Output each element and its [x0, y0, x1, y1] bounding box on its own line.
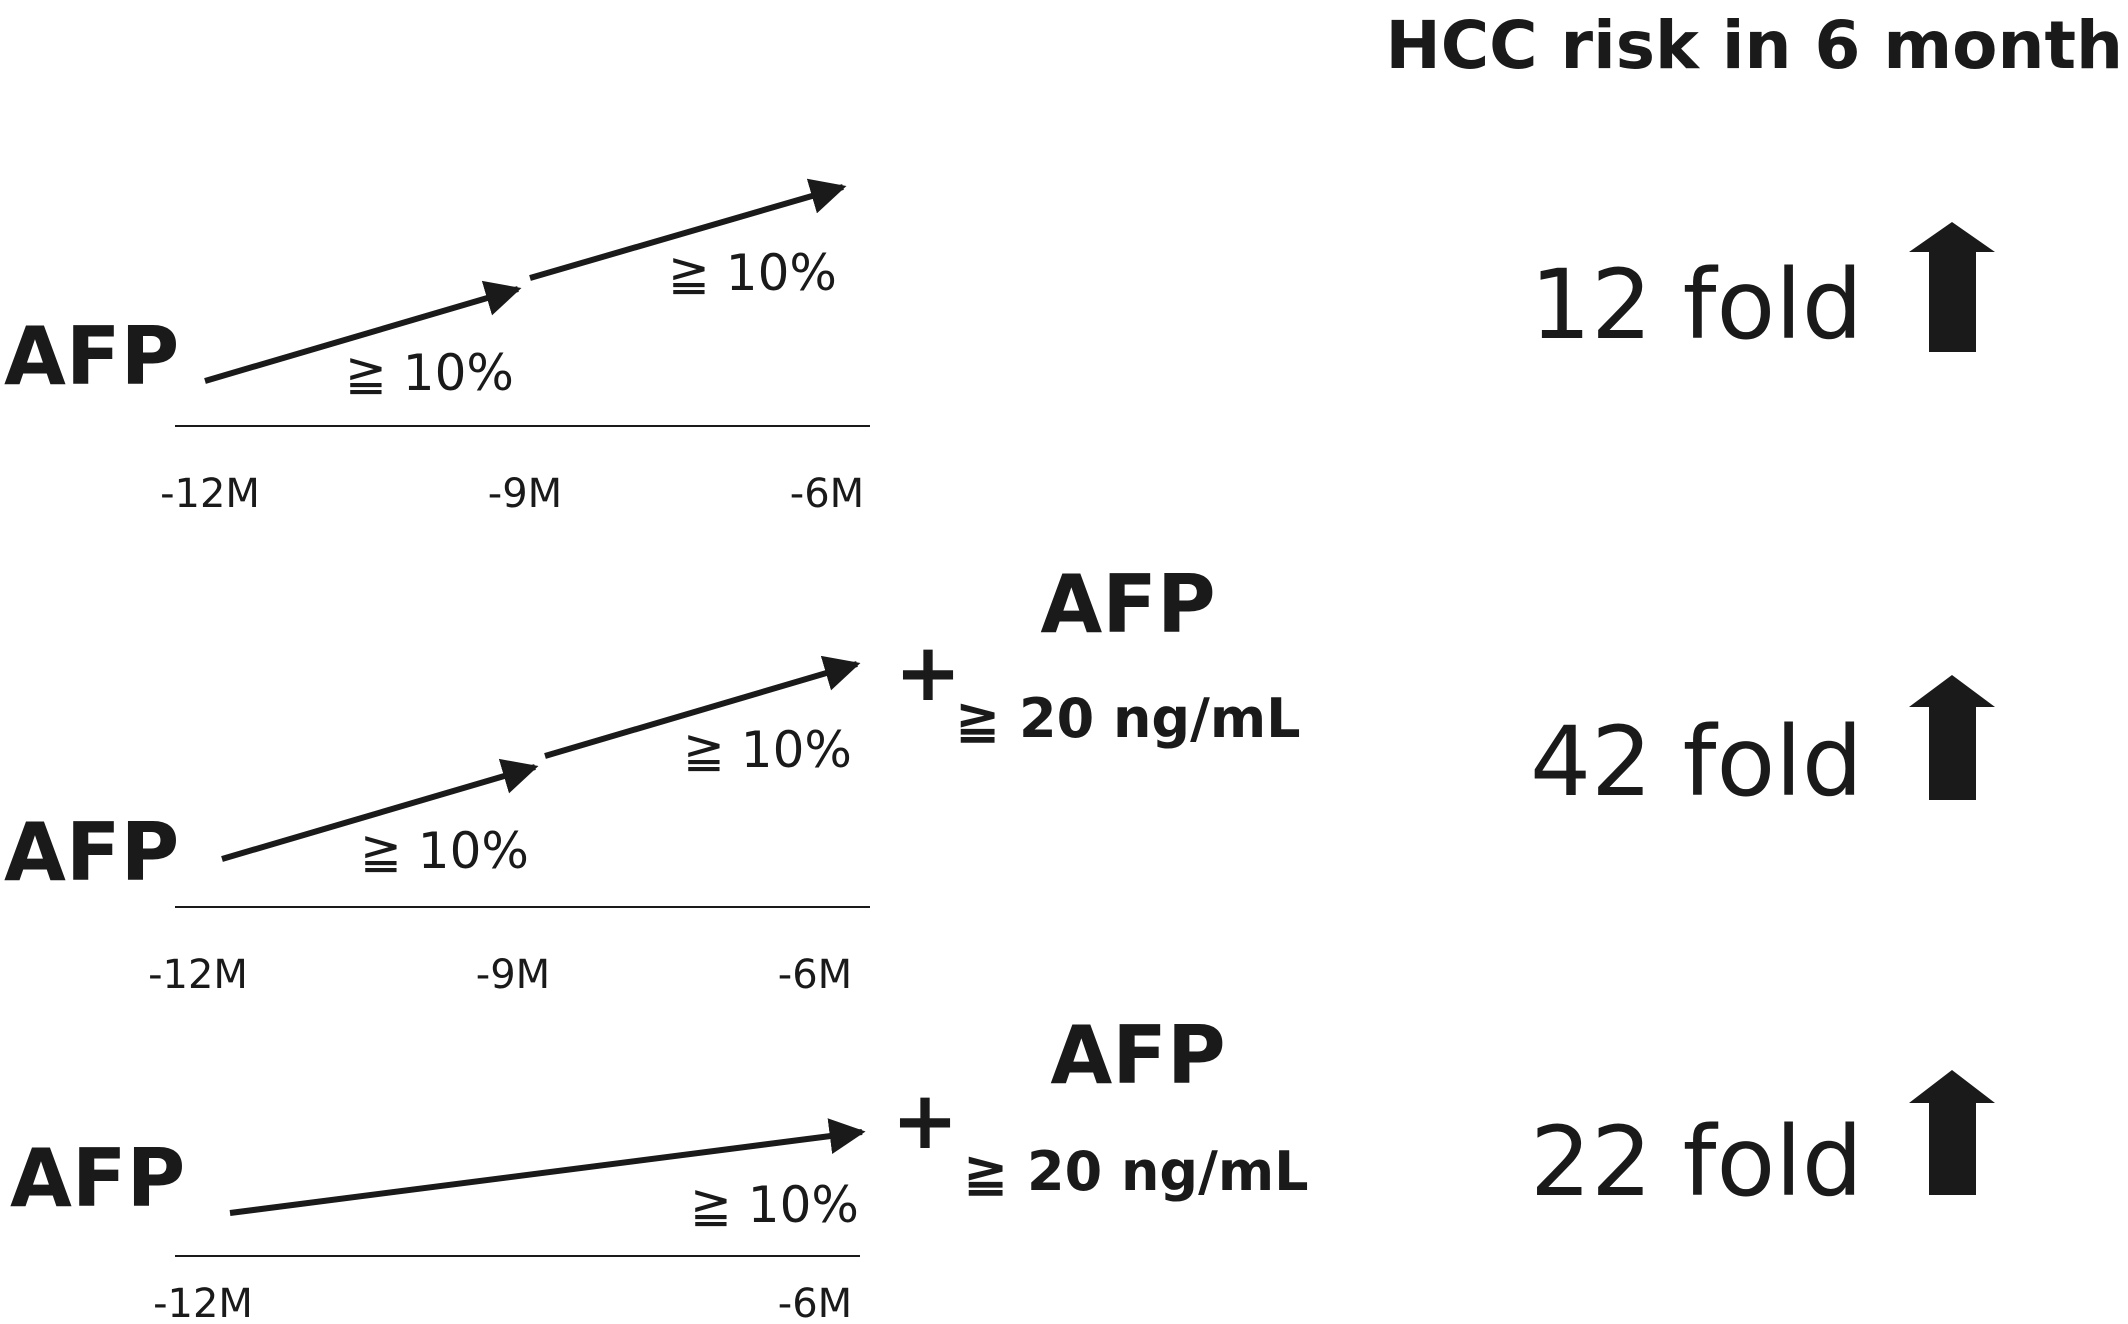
up-arrow-icon	[1909, 675, 1995, 800]
panel-1-change-label-2: ≧ 10%	[668, 244, 837, 302]
panel-2-change-label-1: ≧ 10%	[360, 822, 529, 880]
panel-3-tick-label: -12M	[153, 1281, 253, 1324]
header-title: HCC risk in 6 month	[1385, 7, 2123, 84]
panel-1-tick-label: -12M	[160, 471, 260, 517]
panel-2-plus-sign: +	[894, 626, 961, 719]
panel-2-tick-label: -12M	[148, 952, 248, 998]
panel-1: AFP ≧ 10% ≧ 10% -12M -9M -6M 12 fold	[4, 178, 1995, 517]
panel-2-threshold-label: ≧ 20 ng/mL	[955, 687, 1301, 750]
panel-1-arrow-1	[204, 280, 522, 384]
panel-1-afp-label: AFP	[4, 310, 179, 403]
panel-2-arrow-1	[221, 758, 539, 862]
panel-1-change-label-1: ≧ 10%	[345, 344, 514, 402]
panel-3-afp-label: AFP	[10, 1132, 185, 1225]
panel-2-risk-value: 42 fold	[1530, 706, 1863, 818]
panel-3-risk-value: 22 fold	[1530, 1106, 1863, 1218]
panel-2-afp-label: AFP	[4, 806, 179, 899]
panel-1-risk-value: 12 fold	[1530, 249, 1863, 361]
up-arrow-icon	[1909, 222, 1995, 352]
up-arrow-icon	[1909, 1070, 1995, 1195]
panel-3-extra-afp-label: AFP	[1050, 1009, 1225, 1102]
panel-1-arrow-2	[529, 178, 847, 281]
panel-2-tick-label: -6M	[778, 952, 852, 998]
panel-2: AFP ≧ 10% ≧ 10% -12M -9M -6M + AFP ≧ 20 …	[4, 558, 1995, 998]
panel-2-extra-afp-label: AFP	[1040, 558, 1215, 651]
panel-2-tick-label: -9M	[476, 952, 550, 998]
panel-3-tick-label: -6M	[778, 1281, 852, 1324]
panel-3: AFP ≧ 10% -12M -6M + AFP ≧ 20 ng/mL 22 f…	[10, 1009, 1995, 1324]
panel-3-plus-sign: +	[891, 1074, 958, 1167]
panel-3-threshold-label: ≧ 20 ng/mL	[963, 1140, 1309, 1203]
panel-2-change-label-2: ≧ 10%	[683, 721, 852, 779]
panel-3-arrow-1	[229, 1118, 866, 1216]
panel-1-tick-label: -9M	[488, 471, 562, 517]
panel-2-arrow-2	[544, 655, 861, 759]
panel-3-change-label-1: ≧ 10%	[690, 1176, 859, 1234]
panel-1-tick-label: -6M	[790, 471, 864, 517]
